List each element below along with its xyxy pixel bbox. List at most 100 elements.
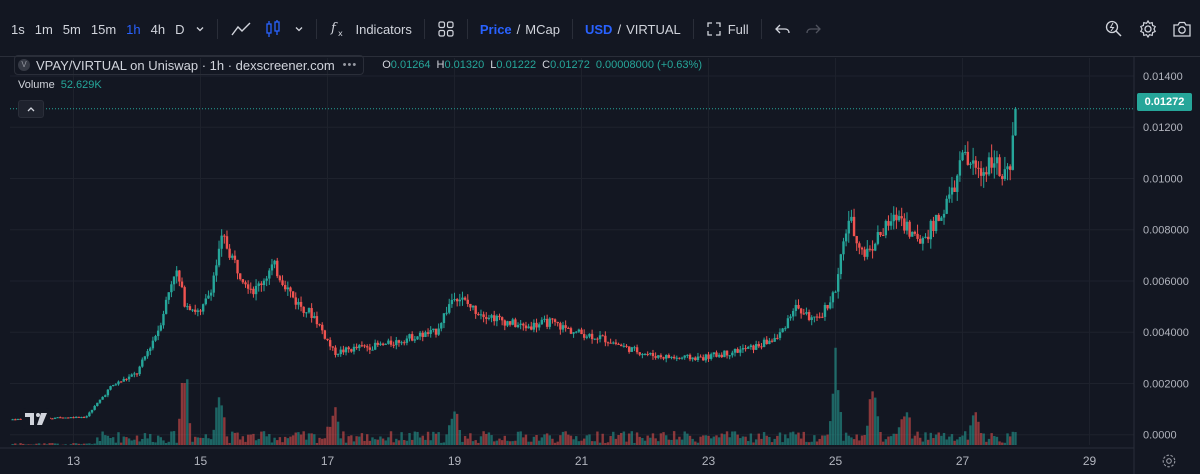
candle-body — [852, 216, 856, 237]
volume-bar — [117, 432, 120, 445]
volume-bar — [204, 434, 208, 445]
candle-body — [612, 342, 615, 344]
candle-body — [757, 344, 761, 347]
candle-body — [106, 389, 110, 396]
virtual-option[interactable]: VIRTUAL — [626, 21, 681, 37]
candle-body — [315, 316, 319, 325]
timeframe-1s[interactable]: 1s — [11, 21, 25, 37]
time-axis[interactable]: 13 15 17 19 21 23 25 27 29 — [0, 447, 1134, 468]
volume-bar — [694, 441, 697, 445]
candle-body — [564, 325, 567, 328]
candle-body — [141, 359, 144, 367]
candle-body — [768, 340, 771, 345]
volume-bar — [379, 436, 382, 445]
candle-body — [294, 297, 297, 305]
timeframe-dropdown[interactable] — [189, 24, 211, 34]
full-history-button[interactable]: Full — [700, 21, 755, 37]
settings-gear-icon[interactable] — [1138, 19, 1158, 39]
candle-body — [339, 349, 342, 355]
timeframe-1d[interactable]: D — [175, 21, 185, 37]
candle-body — [101, 396, 104, 400]
mcap-option[interactable]: MCap — [525, 21, 560, 37]
candle-body — [273, 260, 276, 265]
candle-body — [371, 349, 374, 351]
volume-bar — [818, 438, 821, 445]
volume-bar — [90, 444, 94, 445]
volume-bar — [122, 436, 125, 445]
symbol-title[interactable]: V VPAY/VIRTUAL on Uniswap · 1h · dexscre… — [14, 55, 365, 75]
candles-button[interactable] — [258, 19, 288, 39]
volume-bar — [249, 434, 252, 445]
volume-bar — [164, 442, 168, 445]
more-dots-icon[interactable]: ••• — [342, 59, 358, 71]
candle-body — [702, 357, 705, 361]
price-axis[interactable]: 0.01400 0.01200 0.01000 0.008000 0.006000 0.0… — [1133, 57, 1189, 474]
timeframe-1h[interactable]: 1h — [126, 21, 141, 37]
collapse-legend-button[interactable] — [18, 100, 44, 118]
quote-currency-toggle[interactable]: USD / VIRTUAL — [579, 22, 687, 37]
tradingview-logo-icon[interactable] — [22, 408, 50, 430]
candle-body — [559, 323, 562, 330]
axis-settings-gear-icon[interactable] — [1161, 453, 1177, 469]
candle-body — [744, 348, 747, 350]
candle-body — [884, 221, 888, 236]
undo-button[interactable] — [768, 21, 798, 37]
volume-bar — [74, 443, 78, 445]
redo-button[interactable] — [798, 21, 828, 37]
line-chart-button[interactable] — [224, 20, 258, 38]
volume-bar — [268, 433, 271, 445]
candle-body — [863, 249, 866, 257]
timeframe-4h[interactable]: 4h — [150, 21, 166, 37]
price-option[interactable]: Price — [479, 21, 512, 37]
volume-bar — [884, 439, 888, 445]
candle-body — [635, 347, 639, 353]
volume-bar — [260, 431, 263, 445]
volume-bar — [14, 443, 17, 445]
timeframe-5m[interactable]: 5m — [62, 21, 81, 37]
candle-body — [754, 344, 758, 350]
volume-bar — [940, 435, 943, 445]
chart-type-dropdown[interactable] — [288, 24, 310, 34]
volume-bar — [908, 417, 911, 445]
candle-body — [760, 346, 763, 348]
candle-body — [633, 347, 636, 349]
candle-body — [926, 236, 930, 240]
camera-icon[interactable] — [1172, 20, 1192, 38]
price-tick-label: 0.002000 — [1143, 378, 1189, 390]
candle-body — [1006, 166, 1009, 170]
low-key: L — [490, 59, 497, 71]
quick-search-icon[interactable] — [1104, 19, 1124, 39]
toolbar-divider — [692, 19, 694, 39]
volume-bar — [448, 425, 451, 445]
candle-body — [297, 301, 300, 305]
layouts-button[interactable] — [431, 20, 461, 38]
usd-option[interactable]: USD — [584, 21, 613, 37]
candle-body — [797, 304, 800, 309]
candle-body — [278, 276, 282, 281]
volume-bar — [400, 432, 403, 445]
candle-body — [246, 284, 250, 289]
candle-body — [1008, 166, 1012, 170]
chevron-down-icon — [296, 27, 303, 32]
candle-body — [998, 157, 1001, 177]
candle-body — [350, 349, 353, 352]
volume-bar — [265, 436, 268, 445]
volume-bar — [794, 434, 798, 445]
candle-body — [450, 299, 454, 305]
volume-bar — [545, 433, 549, 445]
volume-bar — [43, 443, 46, 445]
price-mcap-toggle[interactable]: Price / MCap — [474, 22, 566, 37]
volume-bar — [336, 421, 340, 445]
timeframe-1m[interactable]: 1m — [34, 21, 53, 37]
candle-body — [403, 342, 406, 344]
volume-bar — [760, 438, 763, 445]
candle-body — [503, 320, 506, 326]
candle-body — [342, 349, 345, 353]
volume-bar — [453, 411, 456, 445]
timeframe-15m[interactable]: 15m — [90, 21, 117, 37]
candle-body — [440, 323, 443, 329]
candle-body — [381, 343, 385, 345]
volume-bar — [892, 433, 895, 445]
